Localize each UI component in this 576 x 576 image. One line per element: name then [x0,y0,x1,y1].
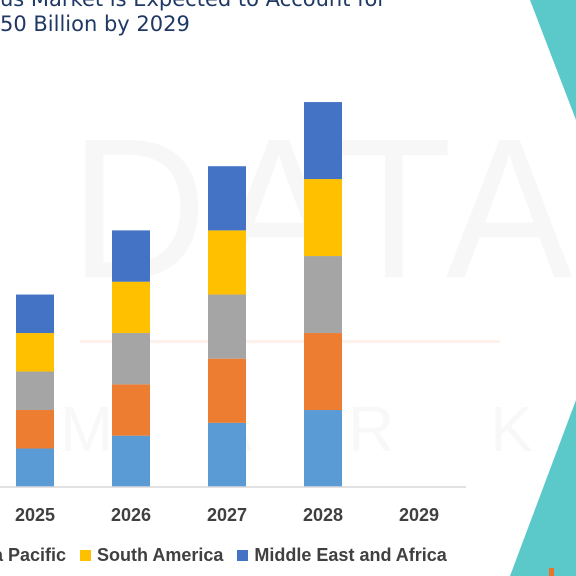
bar-segment-2025-s3 [16,371,54,411]
bar-segment-2025-s1 [16,448,54,487]
bar-segment-2028-s4 [304,179,342,257]
legend-item-south-america: South America [80,545,223,566]
legend-label: Middle East and Africa [254,544,447,565]
bar-segment-2027-s2 [208,358,246,423]
watermark-rule [80,340,500,343]
bar-segment-2027-s1 [208,422,246,487]
x-tick-label-2029: 2029 [399,505,439,525]
bar-segment-2028-s2 [304,333,342,411]
bar-segment-2028-s1 [304,410,342,487]
x-tick-label-2025: 2025 [15,505,55,525]
bar-segment-2026-s2 [112,384,150,436]
bar-segment-2025-s5 [16,294,54,334]
bar-segment-2027-s3 [208,294,246,359]
orange-accent-mark [549,568,554,576]
legend-item-asia-pacific: ia Pacific [0,545,66,566]
chart-title-line-1: us Market is Expected to Account for [0,0,386,11]
bar-segment-2025-s4 [16,333,54,372]
bar-segment-2026-s4 [112,281,150,334]
legend-label: South America [97,544,224,565]
legend-swatch [237,549,249,561]
legend-label: ia Pacific [0,544,67,565]
bar-segment-2028-s3 [304,256,342,334]
bar-segment-2027-s5 [208,166,246,231]
bar-segment-2027-s4 [208,230,246,295]
bar-segment-2028-s5 [304,102,342,180]
x-tick-label-2027: 2027 [207,505,247,525]
legend-swatch [80,549,92,561]
bar-segment-2026-s5 [112,230,150,282]
x-tick-label-2028: 2028 [303,505,343,525]
chart-title-line-2: 50 Billion by 2029 [0,12,190,36]
legend-item-middle-east-africa: Middle East and Africa [237,544,447,566]
x-tick-label-2026: 2026 [111,505,151,525]
chart-legend: ia Pacific South America Middle East and… [0,544,461,566]
x-tick-labels: 2025 2026 2027 2028 2029 [15,505,439,525]
bar-segment-2026-s3 [112,333,150,385]
bar-segment-2025-s2 [16,410,54,449]
bars-layer [16,102,342,487]
teal-accent-shape [510,0,576,576]
bar-segment-2026-s1 [112,435,150,487]
